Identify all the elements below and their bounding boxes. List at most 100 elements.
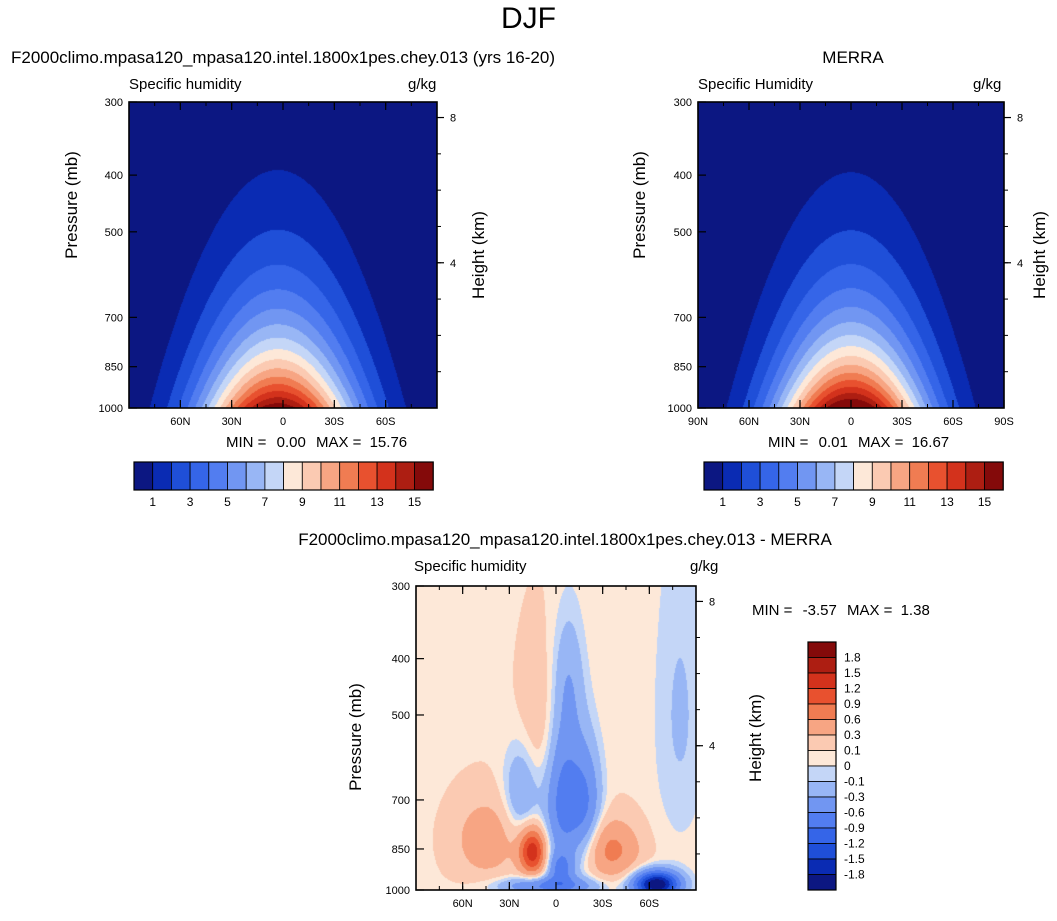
cb-obs-label: 15 bbox=[978, 495, 992, 509]
panel-diff-contour-image bbox=[416, 586, 696, 890]
cb-obs-swatch bbox=[722, 461, 742, 491]
cb-obs-swatch bbox=[741, 461, 761, 491]
cb-diff-swatch bbox=[807, 703, 837, 720]
panel-model-contour-image bbox=[129, 102, 437, 408]
cb-obs-label: 5 bbox=[794, 495, 801, 509]
model-min-label: MIN = bbox=[226, 434, 267, 451]
model-min-value: 0.00 bbox=[276, 434, 306, 451]
diff-x-tick-label: 30S bbox=[593, 898, 613, 910]
model-x-tick-label: 60S bbox=[376, 416, 396, 428]
cb-diff-frame bbox=[807, 641, 837, 891]
obs-max-value: 16.67 bbox=[911, 434, 950, 451]
obs-y-tick-label: 500 bbox=[674, 227, 692, 239]
cb-obs-label: 9 bbox=[869, 495, 876, 509]
panel-model-right-label: g/kg bbox=[408, 76, 437, 93]
model-y2-tick-label: 8 bbox=[450, 113, 456, 125]
diff-y2-tick-label: 8 bbox=[709, 596, 715, 608]
obs-max-label: MAX = bbox=[857, 434, 904, 451]
obs-x-tick-label: 30S bbox=[892, 416, 912, 428]
panel-diff-left-label: Specific humidity bbox=[414, 558, 527, 575]
diff-y-tick-label: 500 bbox=[392, 710, 410, 722]
cb-diff-swatch bbox=[807, 827, 837, 844]
panel-diff-plot: 60N 30N 0 30S 60S 300 400 500 700 850 1000 8 4 bbox=[386, 581, 716, 910]
obs-x-tick-label: 0 bbox=[848, 416, 854, 428]
cb-diff-swatch bbox=[807, 765, 837, 782]
cb-model-swatch bbox=[320, 461, 341, 491]
panel-diff-axes: 60N 30N 0 30S 60S 300 400 500 700 850 1000 8 4 bbox=[386, 581, 716, 910]
diff-x-tick-label: 0 bbox=[553, 898, 559, 910]
cb-model-label: 11 bbox=[333, 495, 346, 509]
panel-obs-left-label: Specific Humidity bbox=[698, 76, 814, 93]
cb-obs-swatch bbox=[984, 461, 1004, 491]
cb-obs-swatch bbox=[778, 461, 798, 491]
cb-diff-swatch bbox=[807, 719, 837, 736]
panel-diff-right-label: g/kg bbox=[690, 558, 719, 575]
cb-model-swatch bbox=[171, 461, 191, 491]
model-y-tick-label: 700 bbox=[105, 312, 123, 324]
panel-obs-axes: 90N 60N 30N 0 30S 60S 90S 300 400 500 700 850 1000 8 4 bbox=[668, 97, 1024, 428]
cb-model-label: 5 bbox=[224, 495, 231, 509]
cb-model-swatch bbox=[301, 461, 322, 491]
cb-diff-swatch bbox=[807, 874, 837, 891]
cb-model-label: 3 bbox=[187, 495, 194, 509]
cb-diff-label: -0.9 bbox=[844, 821, 865, 835]
cb-diff-label: -0.1 bbox=[844, 775, 865, 789]
diff-max-value: 1.38 bbox=[900, 602, 930, 619]
cb-diff-label: -1.2 bbox=[844, 837, 865, 851]
cb-model-swatch bbox=[208, 461, 228, 491]
panel-model-axes: 60N 30N 0 30S 60S 300 400 500 700 850 1000 8 4 bbox=[99, 97, 457, 428]
cb-obs-swatch bbox=[834, 461, 854, 491]
cb-diff-label: 0.6 bbox=[844, 713, 861, 727]
cb-diff-label: 1.2 bbox=[844, 682, 861, 696]
cb-model-swatch bbox=[133, 461, 154, 491]
obs-min-label: MIN = bbox=[768, 434, 809, 451]
obs-y-tick-label: 850 bbox=[674, 362, 692, 374]
cb-diff-label: 0 bbox=[844, 759, 851, 773]
cb-model-swatch bbox=[245, 461, 266, 491]
obs-y2-tick-label: 4 bbox=[1017, 258, 1023, 270]
cb-diff-label: 1.8 bbox=[844, 651, 861, 665]
cb-diff-swatch bbox=[807, 657, 837, 674]
panel-obs-stats: MIN = 0.01 MAX = 16.67 bbox=[768, 434, 949, 451]
cb-diff-swatch bbox=[807, 688, 837, 705]
cb-obs-swatch bbox=[927, 461, 948, 491]
cb-obs-swatch bbox=[853, 461, 873, 491]
obs-y-tick-label: 300 bbox=[674, 97, 692, 109]
model-x-tick-label: 0 bbox=[280, 416, 286, 428]
cb-obs-label: 1 bbox=[719, 495, 726, 509]
model-max-value: 15.76 bbox=[369, 434, 408, 451]
obs-x-tick-label: 30N bbox=[790, 416, 810, 428]
diff-y-tick-label: 1000 bbox=[386, 885, 410, 897]
cb-model-label: 1 bbox=[149, 495, 156, 509]
model-y-tick-label: 1000 bbox=[99, 403, 123, 415]
cb-obs-swatch bbox=[703, 461, 724, 491]
obs-x-tick-label: 60N bbox=[739, 416, 759, 428]
cb-obs-swatch bbox=[815, 461, 836, 491]
model-y2-tick-label: 4 bbox=[450, 258, 456, 270]
panel-model-stats: MIN = 0.00 MAX = 15.76 bbox=[226, 434, 407, 451]
diff-x-tick-label: 60S bbox=[640, 898, 660, 910]
cb-model-label: 13 bbox=[370, 495, 384, 509]
cb-diff-swatch bbox=[807, 781, 837, 798]
cb-model-swatch bbox=[376, 461, 397, 491]
cb-model-frame bbox=[133, 461, 434, 491]
cb-diff-swatch bbox=[807, 812, 837, 829]
cb-model-swatch bbox=[227, 461, 247, 491]
cb-diff-swatch bbox=[807, 796, 837, 813]
cb-diff-label: -1.5 bbox=[844, 852, 865, 866]
cb-obs-swatch bbox=[946, 461, 967, 491]
cb-obs-swatch bbox=[871, 461, 892, 491]
cb-model-swatch bbox=[189, 461, 210, 491]
cb-model-label: 7 bbox=[262, 495, 269, 509]
cb-model-swatch bbox=[339, 461, 359, 491]
cb-obs-swatch bbox=[797, 461, 817, 491]
panel-obs-right-label: g/kg bbox=[973, 76, 1002, 93]
cb-model-swatch bbox=[152, 461, 172, 491]
model-x-tick-label: 60N bbox=[170, 416, 190, 428]
cb-diff-swatch bbox=[807, 734, 837, 751]
model-x-tick-label: 30S bbox=[325, 416, 345, 428]
obs-x-tick-label: 90N bbox=[688, 416, 708, 428]
diff-y2-tick-label: 4 bbox=[709, 741, 715, 753]
cb-diff-label: 0.9 bbox=[844, 697, 861, 711]
cb-diff-label: 0.1 bbox=[844, 744, 861, 758]
